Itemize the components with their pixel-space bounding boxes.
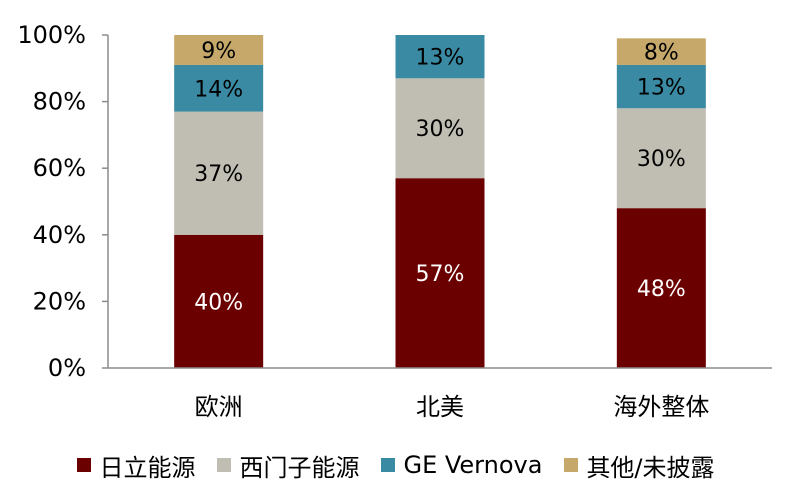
legend-item: GE Vernova (381, 451, 542, 479)
bar-segment (395, 178, 485, 368)
x-tick-label: 海外整体 (613, 393, 709, 421)
data-label: 57% (416, 262, 465, 287)
data-label: 30% (416, 117, 465, 142)
y-tick-label: 60% (33, 154, 86, 182)
chart-plot: 40% 37% 14% 9% 欧洲 57% 30% 13% 北美 48% 30% 13% 8% 海外整体 0… (17, 21, 772, 421)
bar-segment (395, 78, 485, 179)
bar-segment (174, 35, 264, 65)
bar-segment (174, 234, 264, 368)
bar-segment (174, 111, 264, 235)
chart-legend: 日立能源 西门子能源 GE Vernova 其他/未披露 (0, 440, 792, 490)
legend-item: 日立能源 (77, 448, 195, 483)
bar-segment (395, 35, 485, 79)
legend-label: GE Vernova (403, 451, 543, 479)
data-label: 14% (194, 77, 243, 102)
y-tick-label: 20% (33, 287, 86, 315)
y-tick-label: 0% (48, 354, 86, 382)
x-tick-label: 北美 (416, 393, 464, 421)
legend-swatch (564, 458, 579, 472)
legend-label: 日立能源 (99, 453, 196, 482)
x-tick-label: 欧洲 (195, 393, 243, 421)
y-tick-label: 40% (33, 221, 86, 249)
data-label: 37% (194, 162, 243, 187)
data-label: 40% (194, 290, 243, 315)
legend-swatch (381, 458, 396, 472)
legend-swatch (217, 458, 232, 472)
y-tick-label: 80% (33, 88, 86, 116)
legend-swatch (77, 458, 92, 472)
data-label: 30% (637, 147, 686, 172)
legend-item: 其他/未披露 (564, 448, 715, 483)
bar-segment (174, 64, 264, 112)
bar-segment (616, 208, 706, 368)
legend-label: 西门子能源 (239, 453, 360, 482)
legend-item: 西门子能源 (217, 448, 359, 483)
y-tick-label: 100% (17, 21, 86, 49)
bar-segment (616, 108, 706, 209)
data-label: 9% (201, 39, 236, 64)
data-label: 48% (637, 277, 686, 302)
bar-segment (616, 64, 706, 109)
data-label: 13% (637, 76, 686, 101)
legend-label: 其他/未披露 (586, 453, 715, 482)
data-label: 8% (644, 41, 679, 66)
bar-segment (616, 38, 706, 65)
data-label: 13% (416, 46, 465, 71)
